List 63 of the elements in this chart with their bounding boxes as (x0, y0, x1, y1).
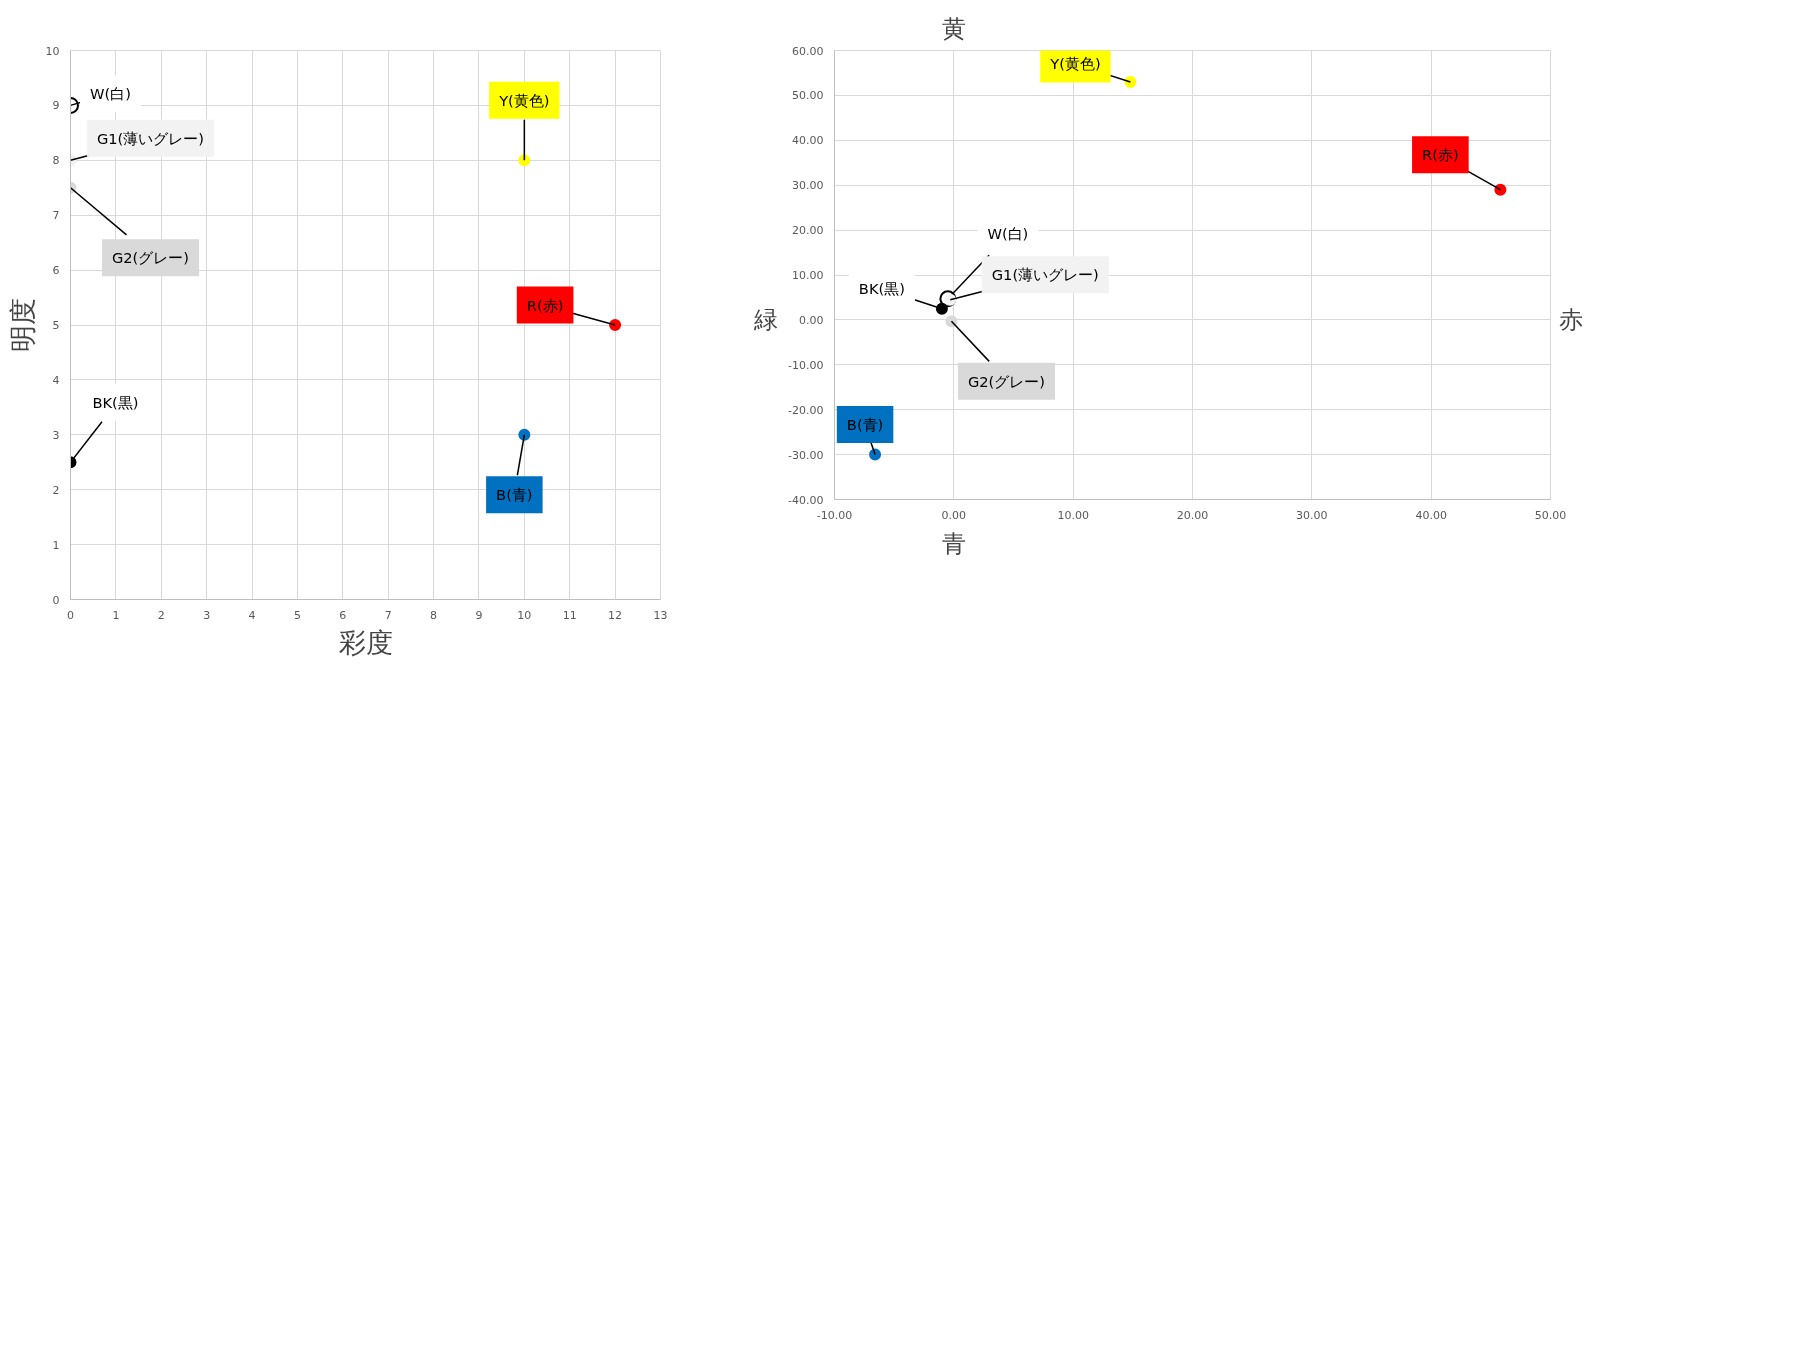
y-tick-label: 9 (52, 99, 60, 113)
y-tick-label: 7 (52, 209, 60, 223)
x-tick-label: 12 (608, 608, 623, 622)
series-label: G1(薄いグレー) (96, 129, 205, 147)
x-tick-label: 7 (384, 608, 392, 622)
x-tick-label: 6 (339, 608, 347, 622)
y-tick-label: -40.00 (788, 493, 824, 507)
text: BK(黒) (858, 280, 905, 298)
text: Y(黄色) (498, 91, 550, 109)
x-tick-label: 1 (112, 608, 120, 622)
y-tick-label: 40.00 (792, 134, 824, 148)
series-label: B(青) (846, 416, 884, 434)
text: BK(黒) (92, 393, 139, 411)
y-tick-label: 1 (52, 538, 60, 552)
x-tick-label: 11 (562, 608, 577, 622)
y-tick-label: 0 (52, 593, 60, 607)
y-tick-label: 30.00 (792, 179, 824, 193)
x-tick-label: -10.00 (816, 508, 853, 522)
text: 黄 (941, 14, 966, 43)
y-tick-label: 0.00 (799, 313, 824, 327)
y-tick-label: -10.00 (788, 358, 824, 372)
x-axis-title: 彩度 (338, 626, 393, 658)
x-tick-label: 30.00 (1296, 508, 1328, 522)
y-tick-label: 6 (52, 264, 60, 278)
y-tick-label: 4 (52, 373, 60, 387)
text: G2(グレー) (111, 249, 190, 267)
x-tick-label: 20.00 (1176, 508, 1209, 522)
y-tick-label: 3 (52, 428, 60, 442)
x-tick-label: 2 (157, 608, 165, 622)
x-tick-label: 40.00 (1415, 508, 1447, 522)
y-tick-label: 10 (45, 44, 60, 58)
text: W(白) (987, 225, 1029, 243)
y-tick-label: -30.00 (788, 448, 824, 462)
y-tick-label: 2 (52, 483, 60, 497)
x-tick-label: 8 (430, 608, 438, 622)
x-tick-label: 10 (517, 608, 532, 622)
x-tick-label: 50.00 (1534, 508, 1567, 522)
x-tick-label: 9 (475, 608, 483, 622)
y-tick-label: 8 (52, 154, 60, 168)
x-tick-label: 0.00 (941, 508, 967, 522)
text: R(赤) (526, 296, 564, 314)
x-tick-label: 0 (67, 608, 74, 622)
series-label: Y(黄色) (1049, 55, 1101, 73)
y-tick-label: -20.00 (788, 403, 824, 417)
y-tick-label: 5 (52, 319, 60, 332)
y-axis-title: 明度 (6, 298, 38, 352)
y-tick-label: 60.00 (792, 44, 824, 58)
text: 赤 (1558, 305, 1583, 334)
series-label: W(白) (90, 84, 131, 102)
text: B(青) (496, 486, 533, 504)
x-tick-label: 10.00 (1057, 508, 1089, 522)
y-tick-label: 50.00 (792, 89, 824, 103)
text: 青 (941, 529, 966, 558)
text: G2(グレー) (967, 372, 1046, 390)
y-tick-label: 10.00 (792, 269, 824, 282)
text: R(赤) (1422, 146, 1459, 164)
x-tick-label: 13 (653, 608, 668, 622)
y-tick-label: 20.00 (792, 224, 824, 238)
x-tick-label: 5 (293, 608, 301, 622)
x-tick-label: 4 (248, 608, 256, 622)
x-tick-label: 3 (203, 608, 211, 622)
text: 緑 (752, 305, 778, 334)
text: G1(薄いグレー) (991, 266, 1099, 284)
